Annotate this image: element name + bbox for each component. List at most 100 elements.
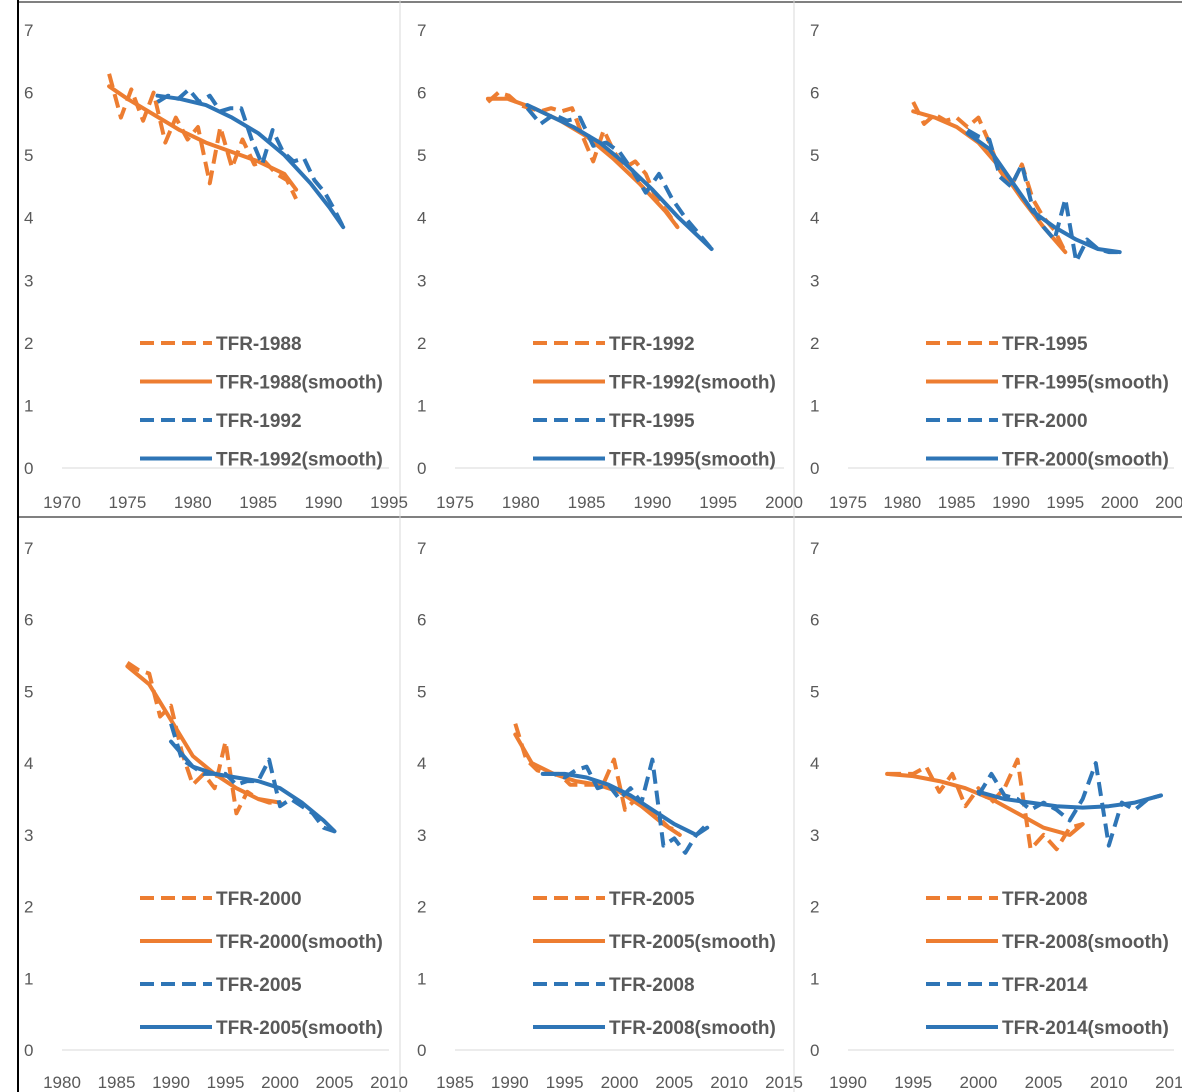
y-tick-label: 6 bbox=[24, 84, 33, 103]
y-tick-label: 6 bbox=[810, 84, 819, 103]
x-tick-label: 2010 bbox=[370, 1073, 408, 1092]
series-line-tfr-1988 bbox=[107, 73, 298, 200]
y-tick-label: 1 bbox=[810, 396, 819, 415]
legend-label: TFR-2000(smooth) bbox=[216, 932, 383, 953]
x-tick-label: 2000 bbox=[1101, 493, 1139, 512]
x-tick-label: 2010 bbox=[1090, 1073, 1128, 1092]
x-tick-label: 1980 bbox=[502, 493, 540, 512]
x-tick-label: 1990 bbox=[305, 493, 343, 512]
legend-label: TFR-1995 bbox=[609, 411, 695, 432]
x-tick-label: 1975 bbox=[829, 493, 867, 512]
x-tick-label: 2010 bbox=[710, 1073, 748, 1092]
x-tick-label: 1995 bbox=[207, 1073, 245, 1092]
chart-panel-6: 0 1 2 3 4 5 6 7 1990 1995 2000 2005 2010 2015 TFR-2008… bbox=[810, 539, 1182, 1092]
x-tick-label: 2015 bbox=[765, 1073, 803, 1092]
series-line-tfr-1992 bbox=[486, 90, 680, 229]
legend-label: TFR-2008 bbox=[609, 975, 695, 996]
y-tick-label: 6 bbox=[417, 611, 426, 630]
x-tick-label: 2005 bbox=[655, 1073, 693, 1092]
y-tick-label: 0 bbox=[417, 1041, 426, 1060]
series-line-tfr-2014-smooth bbox=[976, 789, 1163, 810]
x-tick-label: 1980 bbox=[43, 1073, 81, 1092]
y-tick-label: 4 bbox=[24, 754, 33, 773]
y-tick-label: 3 bbox=[417, 271, 426, 290]
y-tick-label: 7 bbox=[417, 539, 426, 558]
x-tick-label: 1990 bbox=[992, 493, 1030, 512]
legend-label: TFR-2008 bbox=[1002, 889, 1088, 910]
y-tick-label: 7 bbox=[24, 539, 33, 558]
x-tick-label: 1990 bbox=[829, 1073, 867, 1092]
y-tick-label: 0 bbox=[810, 1041, 819, 1060]
series-line-tfr-2005 bbox=[169, 723, 336, 834]
x-tick-label: 2000 bbox=[959, 1073, 997, 1092]
series-line-tfr-1992-smooth bbox=[485, 96, 680, 230]
legend-label: TFR-1988(smooth) bbox=[216, 373, 383, 394]
y-tick-label: 2 bbox=[810, 334, 819, 353]
legend-label: TFR-1995(smooth) bbox=[1002, 373, 1169, 394]
y-tick-label: 4 bbox=[24, 209, 33, 228]
legend: TFR-2005 TFR-2005(smooth) TFR-2008 TFR-2008… bbox=[533, 889, 776, 1039]
chart-panel-5: 0 1 2 3 4 5 6 7 1985 1990 1995 2000 2005 2010 2015 TFR-… bbox=[417, 539, 803, 1092]
y-tick-label: 1 bbox=[417, 396, 426, 415]
y-tick-label: 4 bbox=[810, 754, 819, 773]
y-tick-label: 2 bbox=[810, 898, 819, 917]
y-tick-label: 6 bbox=[810, 611, 819, 630]
series-line-tfr-2008-smooth bbox=[885, 771, 1085, 837]
x-tick-label: 2000 bbox=[765, 493, 803, 512]
x-tick-label: 1990 bbox=[152, 1073, 190, 1092]
y-tick-label: 2 bbox=[24, 334, 33, 353]
y-tick-label: 4 bbox=[810, 209, 819, 228]
legend-label: TFR-1995 bbox=[1002, 334, 1088, 355]
y-tick-label: 2 bbox=[24, 898, 33, 917]
series-line-tfr-2008-smooth bbox=[540, 771, 710, 837]
legend: TFR-2008 TFR-2008(smooth) TFR-2014 TFR-2014… bbox=[926, 889, 1169, 1039]
y-tick-label: 1 bbox=[417, 969, 426, 988]
x-tick-label: 2005 bbox=[316, 1073, 354, 1092]
legend-label: TFR-2000(smooth) bbox=[1002, 450, 1169, 471]
x-tick-label: 2000 bbox=[261, 1073, 299, 1092]
y-tick-label: 0 bbox=[24, 1041, 33, 1060]
legend-label: TFR-2014(smooth) bbox=[1002, 1018, 1169, 1039]
x-tick-label: 1980 bbox=[174, 493, 212, 512]
legend: TFR-1992 TFR-1992(smooth) TFR-1995 TFR-1995… bbox=[533, 334, 776, 471]
legend-label: TFR-1988 bbox=[216, 334, 302, 355]
y-tick-label: 4 bbox=[417, 754, 426, 773]
x-tick-label: 1985 bbox=[98, 1073, 136, 1092]
y-tick-label: 5 bbox=[417, 146, 426, 165]
y-tick-label: 3 bbox=[810, 826, 819, 845]
y-tick-label: 5 bbox=[417, 682, 426, 701]
chart-panel-2: 0 1 2 3 4 5 6 7 1975 1980 1985 1990 1995 2000 TFR-1992… bbox=[417, 21, 803, 512]
x-tick-label: 1970 bbox=[43, 493, 81, 512]
y-tick-label: 0 bbox=[810, 459, 819, 478]
series-line-tfr-1995 bbox=[911, 101, 1068, 253]
y-tick-label: 3 bbox=[810, 271, 819, 290]
y-tick-label: 5 bbox=[810, 682, 819, 701]
y-tick-label: 0 bbox=[24, 459, 33, 478]
x-tick-label: 1980 bbox=[883, 493, 921, 512]
legend-label: TFR-2005(smooth) bbox=[216, 1018, 383, 1039]
legend-label: TFR-2005(smooth) bbox=[609, 932, 776, 953]
x-tick-label: 1995 bbox=[1046, 493, 1084, 512]
series-line-tfr-1995-smooth bbox=[911, 109, 1068, 255]
x-tick-label: 1995 bbox=[546, 1073, 584, 1092]
legend-label: TFR-2005 bbox=[216, 975, 302, 996]
y-tick-label: 6 bbox=[417, 84, 426, 103]
series-line-tfr-2000-smooth bbox=[125, 664, 282, 805]
legend: TFR-1995 TFR-1995(smooth) TFR-2000 TFR-2000… bbox=[926, 334, 1169, 471]
legend-label: TFR-1992(smooth) bbox=[216, 450, 383, 471]
x-tick-label: 1985 bbox=[938, 493, 976, 512]
y-tick-label: 1 bbox=[24, 969, 33, 988]
y-tick-label: 7 bbox=[417, 21, 426, 40]
legend-label: TFR-2008(smooth) bbox=[1002, 932, 1169, 953]
y-tick-label: 4 bbox=[417, 209, 426, 228]
y-tick-label: 2 bbox=[417, 898, 426, 917]
y-tick-label: 5 bbox=[24, 682, 33, 701]
legend-label: TFR-2000 bbox=[216, 889, 302, 910]
panel-frames bbox=[17, 0, 1182, 1092]
legend: TFR-1988 TFR-1988(smooth) TFR-1992 TFR-1992… bbox=[140, 334, 383, 471]
y-tick-label: 7 bbox=[810, 539, 819, 558]
series-line-tfr-1992-smooth bbox=[155, 93, 346, 230]
x-tick-label: 2005 bbox=[1025, 1073, 1063, 1092]
chart-panel-3: 0 1 2 3 4 5 6 7 1975 1980 1985 1990 1995 2000 2005 TFR-… bbox=[810, 21, 1182, 512]
